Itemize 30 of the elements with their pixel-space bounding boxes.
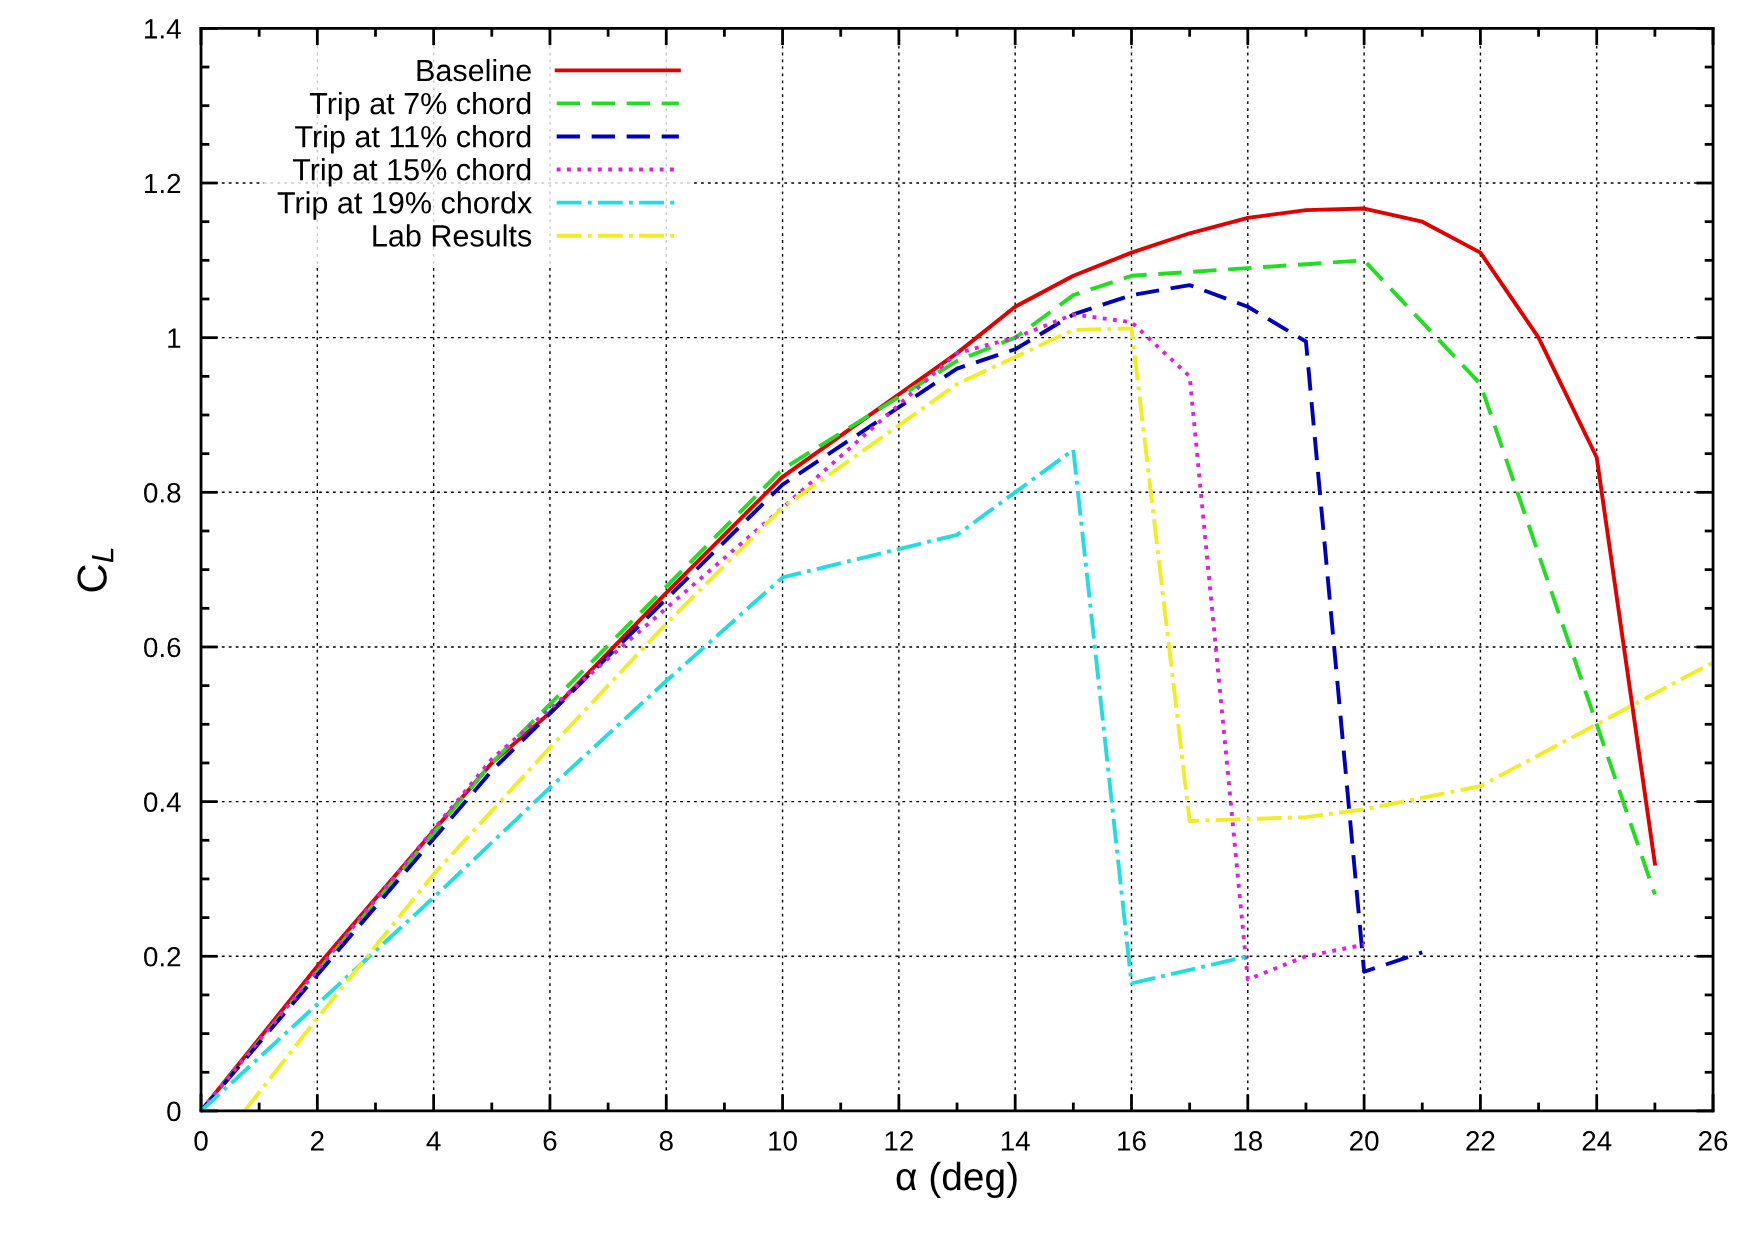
x-tick-label: 0 [194,1131,208,1151]
y-tick-label: 1 [168,328,181,348]
y-tick-label: 1.2 [145,173,181,194]
x-tick-label: 4 [426,1131,441,1151]
y-tick-label: 0 [167,1101,181,1122]
y-tick-label: 1.4 [145,19,181,39]
x-axis-title: α (deg) [896,1161,1017,1199]
x-tick-label: 2 [311,1131,324,1151]
y-tick-label: 0.6 [144,637,181,658]
x-tick-label: 26 [1698,1131,1728,1151]
x-tick-label: 6 [543,1131,557,1151]
x-tick-label: 18 [1234,1131,1263,1151]
legend-label: Trip at 11% chord [295,125,531,154]
x-tick-label: 22 [1466,1131,1495,1151]
y-tick-label: 0.4 [144,792,181,812]
y-tick-label: 0.8 [144,482,181,503]
x-tick-label: 20 [1350,1131,1379,1151]
x-tick-label: 10 [769,1131,797,1151]
legend-label: Lab Results [373,224,532,247]
x-tick-label: 14 [1001,1131,1030,1151]
y-tick-label: 0.2 [144,946,181,967]
legend-label: Trip at 15% chord [292,158,531,187]
legend-label: Trip at 7% chord [309,91,531,121]
x-tick-label: 24 [1582,1131,1612,1151]
legend-label: Trip at 19% chordx [277,191,532,220]
x-tick-label: 8 [659,1131,673,1151]
x-tick-label: 12 [885,1131,913,1151]
legend-label: Baseline [417,58,531,82]
x-tick-label: 16 [1118,1131,1146,1151]
y-axis-title: C$_{L}$ [77,548,114,592]
